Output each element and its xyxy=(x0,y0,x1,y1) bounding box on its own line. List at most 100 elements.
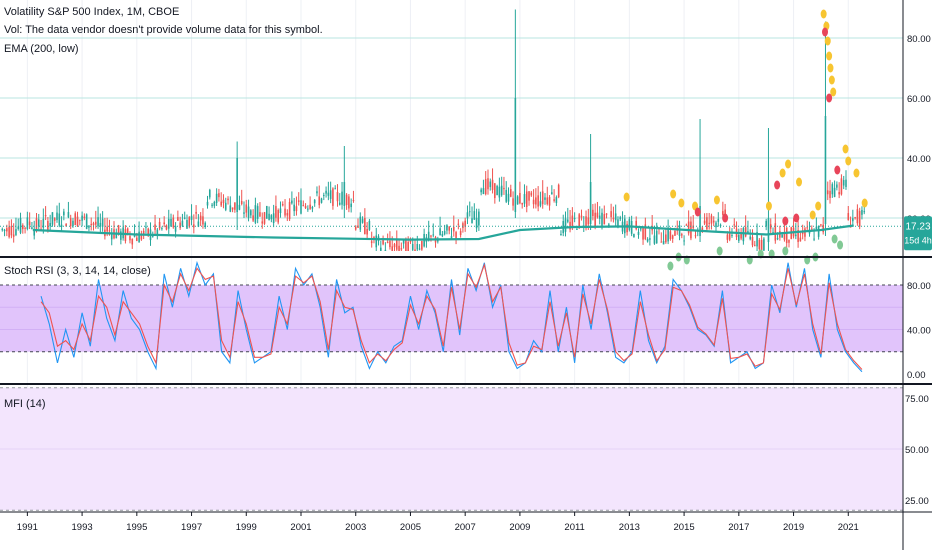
candle-body xyxy=(88,225,90,228)
candle-body xyxy=(345,194,348,205)
candle-body xyxy=(256,206,259,219)
candle-body xyxy=(829,190,831,198)
candle-body xyxy=(710,215,713,224)
candle-body xyxy=(724,209,726,216)
candle-body xyxy=(3,229,6,231)
candle-body xyxy=(53,218,56,221)
signal-dot-yellow xyxy=(779,168,786,178)
candle-body xyxy=(849,226,852,228)
candle-body xyxy=(243,212,245,214)
signal-dot-yellow xyxy=(826,51,833,61)
candle-body xyxy=(213,201,216,206)
candle-body xyxy=(443,231,446,235)
time-tick-label: 1995 xyxy=(126,522,147,533)
candle-body xyxy=(471,218,473,224)
candle-body xyxy=(74,213,77,226)
time-tick-label: 2003 xyxy=(345,522,366,533)
candle-body xyxy=(678,225,681,237)
candle-body xyxy=(366,229,368,235)
candle-body xyxy=(539,201,542,206)
candle-body xyxy=(272,213,275,223)
candle-body xyxy=(459,230,462,236)
candle-body xyxy=(142,230,145,236)
stoch-line-d xyxy=(40,263,863,370)
candle-body xyxy=(815,226,818,230)
candle-body xyxy=(774,223,777,241)
candle-body xyxy=(578,214,580,228)
candle-body xyxy=(795,234,797,237)
candle-body xyxy=(655,230,658,244)
candle-body xyxy=(569,221,571,230)
candle-body xyxy=(99,222,102,227)
candle-body xyxy=(320,198,323,203)
time-tick-label: 2017 xyxy=(728,522,749,533)
candle-body xyxy=(836,184,838,188)
candle-body xyxy=(765,220,767,227)
candle-body xyxy=(19,218,22,233)
candle-body xyxy=(610,211,612,218)
candle-body xyxy=(753,244,756,246)
candle-body xyxy=(69,218,72,227)
signal-dot-yellow xyxy=(842,144,849,154)
candle-body xyxy=(826,190,829,195)
candle-body xyxy=(382,239,384,245)
candle-body xyxy=(108,230,111,232)
candle-body xyxy=(706,217,708,230)
candle-body xyxy=(667,227,669,242)
candle-body xyxy=(530,192,533,196)
signal-dot-yellow xyxy=(861,198,868,208)
candle-body xyxy=(245,204,248,213)
candle-body xyxy=(364,218,366,235)
candle-body xyxy=(685,224,688,226)
candle-body xyxy=(400,248,403,250)
signal-dot-green xyxy=(837,240,844,250)
candle-body xyxy=(822,224,824,233)
candle-body xyxy=(824,116,827,224)
signal-dot-yellow xyxy=(845,156,852,166)
signal-dot-yellow xyxy=(830,87,837,97)
candle-body xyxy=(341,191,343,205)
signal-dots xyxy=(623,9,868,271)
ema-legend[interactable]: EMA (200, low) xyxy=(4,43,79,55)
candle-body xyxy=(528,191,530,201)
candle-body xyxy=(240,201,243,205)
candle-body xyxy=(854,217,856,219)
candle-body xyxy=(193,224,195,228)
time-tick-label: 2013 xyxy=(619,522,640,533)
stoch-legend[interactable]: Stoch RSI (3, 3, 14, 14, close) xyxy=(4,265,151,277)
candle-body xyxy=(452,226,455,232)
candle-body xyxy=(564,218,567,232)
candle-body xyxy=(462,223,464,229)
candle-body xyxy=(633,234,635,238)
signal-dot-yellow xyxy=(853,168,860,178)
candle-body xyxy=(259,212,261,217)
symbol-title[interactable]: Volatility S&P 500 Index, 1M, CBOE xyxy=(4,6,180,18)
candle-body xyxy=(199,215,202,221)
candle-body xyxy=(220,201,222,206)
signal-dot-red xyxy=(822,27,829,37)
candle-body xyxy=(327,192,330,196)
mfi-legend[interactable]: MFI (14) xyxy=(4,398,46,410)
candle-body xyxy=(354,226,357,230)
candle-body xyxy=(571,215,574,227)
candle-body xyxy=(352,200,355,202)
candle-body xyxy=(557,184,560,198)
stoch-tick-label: 80.00 xyxy=(907,281,931,292)
candle-body xyxy=(560,233,562,236)
candle-body xyxy=(334,188,337,190)
candle-body xyxy=(516,196,519,205)
candle-body xyxy=(464,220,466,227)
candle-body xyxy=(395,240,398,250)
candle-body xyxy=(49,223,51,227)
candle-body xyxy=(596,212,599,218)
candle-body xyxy=(797,229,799,242)
candle-body xyxy=(521,202,523,205)
candle-body xyxy=(288,202,291,220)
signal-dot-red xyxy=(834,165,841,175)
candle-body xyxy=(681,234,683,236)
signal-dot-green xyxy=(716,246,723,256)
candle-body xyxy=(512,198,514,206)
candle-body xyxy=(546,197,549,205)
